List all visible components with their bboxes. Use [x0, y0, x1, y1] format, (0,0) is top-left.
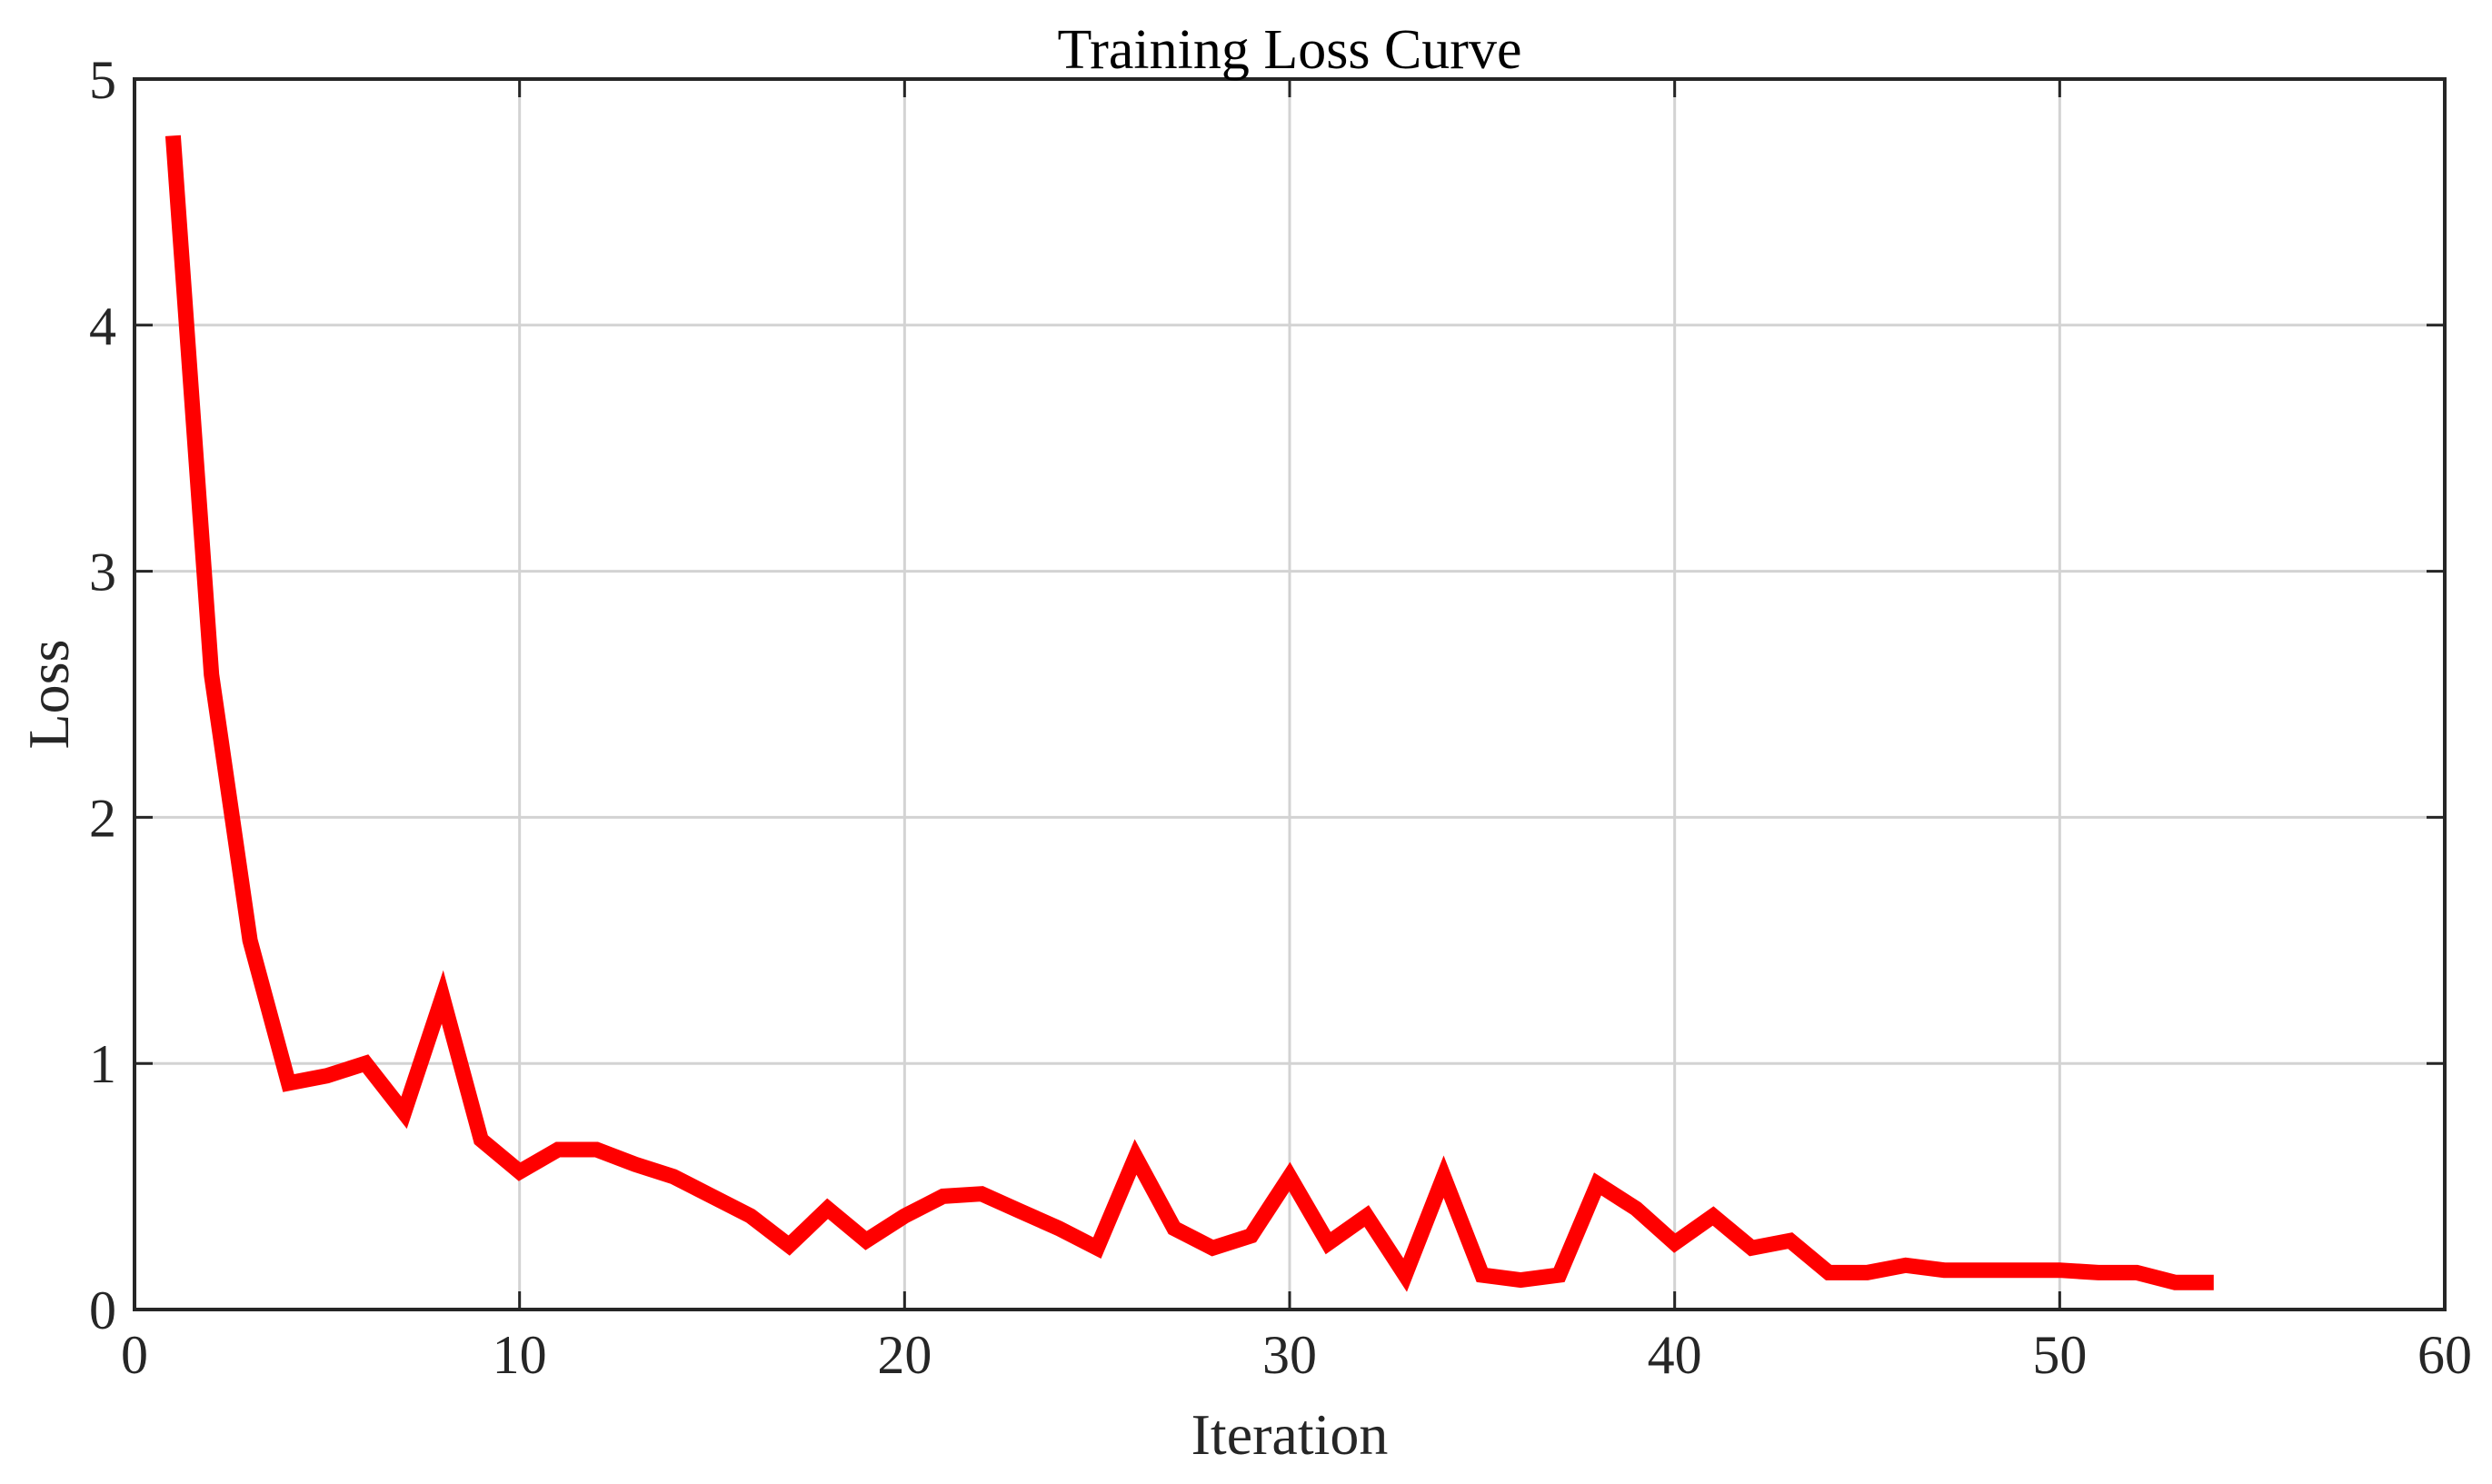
x-tick-label: 50	[2032, 1325, 2087, 1385]
x-tick-label: 10	[493, 1325, 547, 1385]
tick-label-layer: 0 10 20 30 40 50 60 0 1 2 3 4 5	[89, 50, 2472, 1385]
y-tick-label: 2	[89, 788, 116, 848]
series-layer	[164, 134, 2214, 1292]
x-tick-label: 40	[1648, 1325, 1702, 1385]
y-tick-label: 3	[89, 543, 116, 603]
grid-layer	[135, 79, 2445, 1310]
x-tick-label: 20	[877, 1325, 932, 1385]
y-tick-label: 5	[89, 50, 116, 110]
x-axis-label: Iteration	[1191, 1402, 1389, 1467]
y-tick-label: 0	[89, 1280, 116, 1340]
y-tick-label: 1	[89, 1034, 116, 1094]
y-tick-label: 4	[89, 296, 116, 356]
y-axis-label: Loss	[16, 640, 81, 750]
plot-area-border	[133, 77, 2447, 1311]
x-tick-label: 30	[1262, 1325, 1317, 1385]
chart-title: Training Loss Curve	[1058, 19, 1522, 81]
loss-series-line	[164, 134, 2214, 1292]
x-tick-label: 0	[121, 1325, 148, 1385]
x-tick-label: 60	[2417, 1325, 2472, 1385]
